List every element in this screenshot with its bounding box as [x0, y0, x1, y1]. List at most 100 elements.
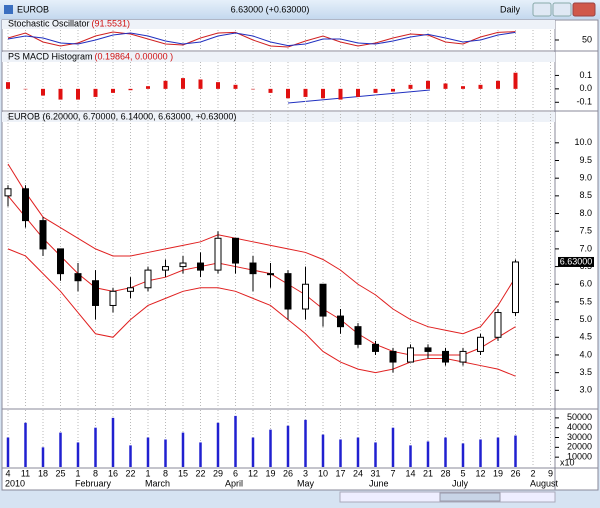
- candle-body: [39, 220, 47, 250]
- histogram-bar: [478, 84, 483, 89]
- chart-area: [1, 19, 599, 491]
- app-icon: [4, 5, 13, 14]
- x-tick-label: 12: [475, 468, 485, 478]
- candle-body: [284, 273, 292, 310]
- histogram-bar: [426, 80, 430, 89]
- volume-bar: [199, 442, 202, 467]
- last-price-box: [558, 256, 594, 267]
- candle-body: [162, 266, 169, 271]
- volume-bar: [251, 437, 255, 467]
- x-tick-label: 8: [93, 468, 98, 478]
- volume-bar: [164, 439, 167, 467]
- histogram-bar: [233, 84, 238, 89]
- candle-body: [109, 290, 117, 306]
- x-tick-label: 8: [163, 468, 168, 478]
- y-tick-label: 7.5: [579, 226, 592, 236]
- y-tick-label: 6.0: [579, 279, 592, 289]
- candle-body: [442, 350, 449, 363]
- x-tick-label: 17: [335, 468, 345, 478]
- histogram-bar: [146, 86, 150, 89]
- x-tick-label: 21: [423, 468, 433, 478]
- candle-body: [337, 315, 344, 328]
- y-tick-label: 20000: [567, 442, 592, 452]
- y-tick-label: 8.5: [579, 190, 592, 200]
- y-tick-label: 5.0: [579, 314, 592, 324]
- volume-bar: [304, 419, 307, 467]
- volume-bar: [374, 442, 377, 467]
- histogram-bar: [23, 88, 28, 90]
- x-tick-label: 11: [21, 468, 30, 478]
- y-tick-label: 7.0: [579, 243, 592, 253]
- y-tick-label: 10000: [567, 452, 592, 462]
- scrollbar-thumb[interactable]: [439, 492, 501, 502]
- histogram-bar: [286, 88, 290, 99]
- candle-body: [267, 273, 274, 276]
- histogram-bar: [391, 88, 395, 92]
- x-tick-label: 18: [38, 468, 48, 478]
- histogram-bar: [408, 84, 413, 89]
- volume-bar: [76, 442, 80, 467]
- close-button[interactable]: [572, 2, 596, 17]
- candle-body: [319, 283, 327, 317]
- volume-bar: [409, 445, 412, 467]
- x-tick-label: 14: [405, 468, 415, 478]
- y-tick-label: -0.1: [576, 97, 592, 107]
- candle-body: [57, 248, 64, 275]
- y-tick-label: 3.5: [579, 367, 592, 377]
- histogram-bar: [443, 83, 448, 89]
- volume-bar: [444, 437, 447, 467]
- volume-bar: [339, 439, 342, 467]
- y-tick-label: 50000: [567, 412, 592, 422]
- panel-header: [2, 112, 555, 122]
- volume-bar: [269, 429, 272, 467]
- month-label: April: [225, 478, 243, 488]
- panel-title-value: (91.5531): [92, 18, 131, 28]
- candle-body: [424, 347, 432, 352]
- panel-title: PS MACD Histogram: [8, 51, 93, 61]
- month-label: July: [452, 478, 469, 488]
- window-period: Daily: [500, 4, 521, 14]
- x-tick-label: 31: [370, 468, 380, 478]
- histogram-bar: [356, 88, 360, 97]
- x-tick-label: 3: [303, 468, 308, 478]
- x-tick-label: 6: [233, 468, 238, 478]
- x-tick-label: 4: [5, 468, 10, 478]
- y-tick-label: 40000: [567, 422, 592, 432]
- x-tick-label: 9: [548, 468, 553, 478]
- volume-bar: [94, 427, 97, 467]
- month-label: May: [297, 478, 315, 488]
- candle-body: [477, 336, 484, 352]
- candle-body: [389, 350, 397, 363]
- candle-body: [494, 312, 502, 338]
- maximize-button[interactable]: [552, 2, 572, 17]
- x-tick-label: 10: [318, 468, 328, 478]
- candle-body: [354, 326, 362, 345]
- volume-bar: [216, 422, 220, 467]
- candle-body: [372, 343, 379, 352]
- histogram-bar: [373, 88, 378, 93]
- histogram-bar: [303, 88, 308, 97]
- volume-bar: [514, 435, 517, 467]
- stochastic-line: [7, 31, 516, 48]
- volume-bar: [146, 437, 150, 467]
- candle-body: [459, 350, 467, 363]
- stochastic-line: [7, 31, 516, 47]
- x-tick-label: 16: [108, 468, 118, 478]
- candle-body: [249, 262, 257, 275]
- y-tick-label: 8.0: [579, 208, 592, 218]
- y-tick-label: 50: [582, 34, 592, 44]
- panel-header: [2, 20, 555, 29]
- minimize-button[interactable]: [532, 2, 552, 17]
- histogram-bar: [268, 88, 273, 93]
- histogram-bar: [76, 88, 80, 100]
- histogram-bar: [198, 79, 203, 89]
- candle-body: [232, 237, 239, 264]
- x-tick-label: 22: [195, 468, 205, 478]
- y-tick-label: 9.5: [579, 155, 592, 165]
- volume-bar: [129, 445, 132, 467]
- volume-bar: [24, 422, 27, 467]
- x-tick-label: 1: [75, 468, 80, 478]
- month-label: June: [369, 478, 389, 488]
- candle-body: [512, 261, 519, 314]
- volume-bar: [479, 439, 482, 467]
